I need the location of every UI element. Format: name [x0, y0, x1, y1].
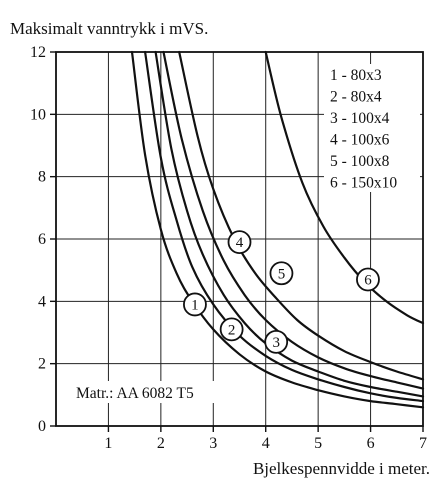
y-axis-title: Maksimalt vanntrykk i mVS. — [10, 19, 208, 38]
y-tick-label-10: 10 — [30, 106, 46, 123]
x-axis-title: Bjelkespennvidde i meter. — [253, 459, 430, 478]
series-marker-circle-4 — [227, 230, 252, 255]
y-tick-label-12: 12 — [30, 44, 46, 61]
y-tick-label-6: 6 — [38, 231, 46, 248]
series-line-4 — [162, 50, 425, 390]
series-layer — [130, 50, 425, 409]
x-tick-label-1: 1 — [104, 435, 112, 452]
legend-entry-2: 2 - 80x4 — [330, 89, 382, 106]
series-marker-label-5: 5 — [278, 266, 286, 282]
y-tick-label-0: 0 — [38, 418, 46, 435]
y-tick-label-4: 4 — [38, 293, 46, 310]
series-line-3 — [154, 50, 425, 398]
x-tick-label-2: 2 — [157, 435, 165, 452]
series-line-5 — [178, 50, 425, 381]
series-marker-circle-1 — [183, 292, 207, 317]
legend-background — [324, 64, 420, 192]
series-marker-label-4: 4 — [236, 235, 244, 251]
x-tick-label-3: 3 — [209, 435, 217, 452]
series-marker-label-1: 1 — [191, 297, 199, 313]
series-marker-label-3: 3 — [272, 335, 280, 351]
x-tick-label-4: 4 — [262, 435, 270, 452]
material-annotation: Matr.: AA 6082 T5 — [76, 385, 194, 402]
legend-entry-6: 6 - 150x10 — [330, 175, 397, 192]
material-annotation-background — [72, 381, 232, 403]
series-marker-circle-6 — [356, 267, 380, 292]
series-marker-circle-5 — [269, 261, 294, 286]
series-line-6 — [264, 50, 425, 325]
legend-entry-1: 1 - 80x3 — [330, 67, 382, 84]
series-marker-circle-2 — [219, 317, 244, 342]
series-marker-label-6: 6 — [364, 273, 372, 289]
series-marker-label-2: 2 — [228, 322, 236, 338]
series-line-2 — [144, 50, 425, 403]
y-tick-label-8: 8 — [38, 169, 46, 186]
series-marker-circle-3 — [264, 329, 289, 354]
legend-entry-5: 5 - 100x8 — [330, 153, 390, 170]
series-line-1 — [130, 50, 425, 409]
x-tick-label-6: 6 — [367, 435, 375, 452]
y-tick-label-2: 2 — [38, 356, 46, 373]
series-markers: 1 2 3 4 5 6 — [183, 230, 380, 354]
x-tick-label-7: 7 — [419, 435, 427, 452]
legend: 1 - 80x3 2 - 80x4 3 - 100x4 4 - 100x6 5 - 10… — [324, 64, 420, 192]
legend-entry-3: 3 - 100x4 — [330, 110, 390, 127]
x-tick-label-5: 5 — [314, 435, 322, 452]
legend-entry-4: 4 - 100x6 — [330, 132, 390, 149]
